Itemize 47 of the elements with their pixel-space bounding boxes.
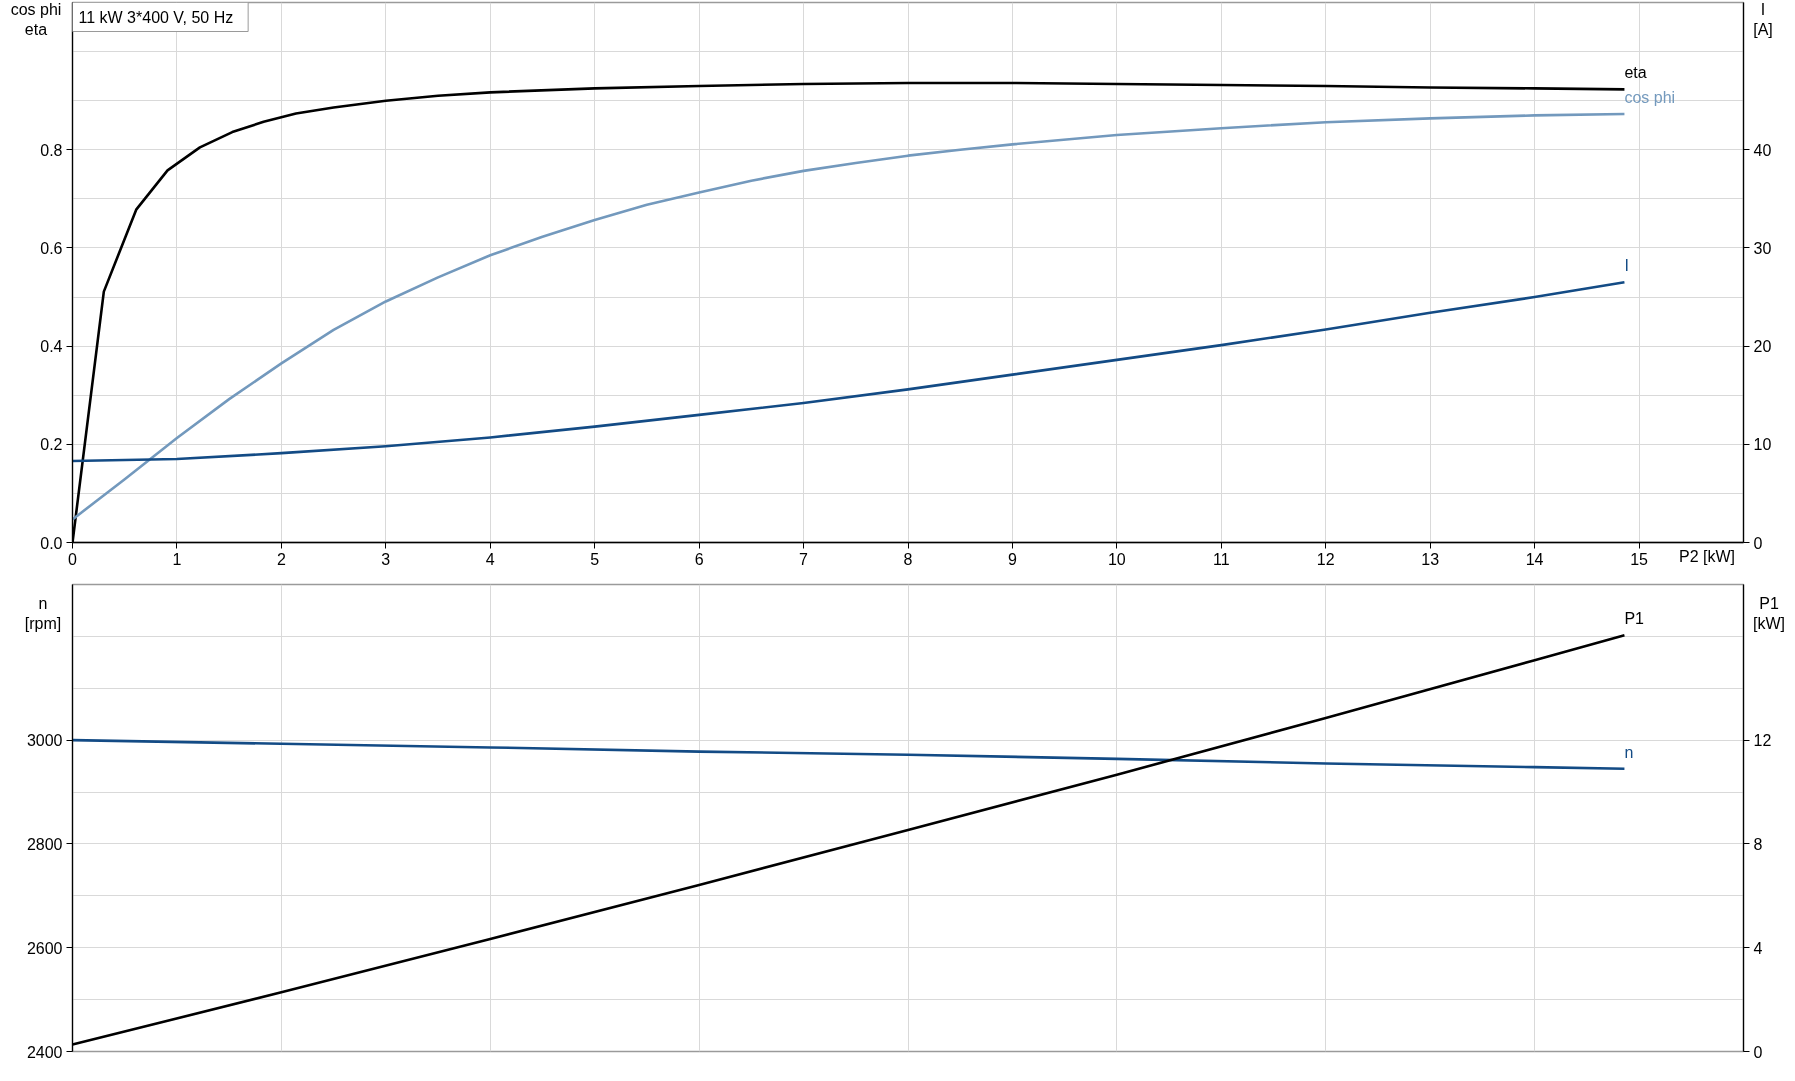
x-tick-label: 11 <box>1213 550 1230 568</box>
x-tick-label: 14 <box>1525 550 1544 568</box>
y-tick-label: 0.6 <box>40 239 63 257</box>
y-tick-label: 0.0 <box>40 534 63 552</box>
series-label: eta <box>1624 64 1647 82</box>
x-tick-label: 3 <box>381 550 391 568</box>
y-tick-label: 0.8 <box>40 141 63 159</box>
x-tick-label: 5 <box>590 550 600 568</box>
y-tick-label: 2600 <box>26 939 63 957</box>
series-label: I <box>1624 257 1629 275</box>
x-tick-label: 9 <box>1007 550 1017 568</box>
y2-tick-label: 12 <box>1753 732 1772 750</box>
y-tick-label: 3000 <box>26 732 63 750</box>
x-tick-label: 12 <box>1316 550 1335 568</box>
y-axis-title: n [rpm] <box>24 594 62 634</box>
series-label: P1 <box>1624 610 1645 628</box>
y-tick-label: 2800 <box>26 835 63 853</box>
x-tick-label: 2 <box>276 550 286 568</box>
chart-title: 11 kW 3*400 V, 50 Hz <box>78 8 234 26</box>
y2-tick-label: 4 <box>1753 939 1763 957</box>
series-label: cos phi <box>1624 88 1676 106</box>
line-series <box>72 738 1626 771</box>
y2-tick-label: 20 <box>1753 338 1772 356</box>
x-tick-label: 10 <box>1107 550 1126 568</box>
x-tick-label: 15 <box>1630 550 1649 568</box>
y2-tick-label: 30 <box>1753 239 1772 257</box>
y2-tick-label: 0 <box>1753 1043 1763 1061</box>
x-tick-label: 13 <box>1421 550 1440 568</box>
y-tick-label: 2400 <box>26 1043 63 1061</box>
y2-axis-title: P1 [kW] <box>1753 594 1785 634</box>
x-tick-label: 7 <box>799 550 809 568</box>
x-tick-label: 0 <box>68 550 78 568</box>
y2-tick-label: 8 <box>1753 835 1763 853</box>
line-series <box>72 281 1626 463</box>
y2-tick-label: 10 <box>1753 436 1772 454</box>
y-tick-label: 0.4 <box>40 338 63 356</box>
y-tick-label: 0.2 <box>40 436 63 454</box>
y2-axis-title: I [A] <box>1753 0 1773 40</box>
y2-tick-label: 40 <box>1753 141 1772 159</box>
x-tick-label: 8 <box>903 550 913 568</box>
y-axis-title: cos phi eta <box>10 0 62 40</box>
series-label: n <box>1624 743 1634 761</box>
x-axis-title: P2 [kW] <box>1678 547 1735 567</box>
x-tick-label: 4 <box>485 550 495 568</box>
x-tick-label: 1 <box>172 550 182 568</box>
x-tick-label: 6 <box>694 550 704 568</box>
y2-tick-label: 0 <box>1753 534 1763 552</box>
